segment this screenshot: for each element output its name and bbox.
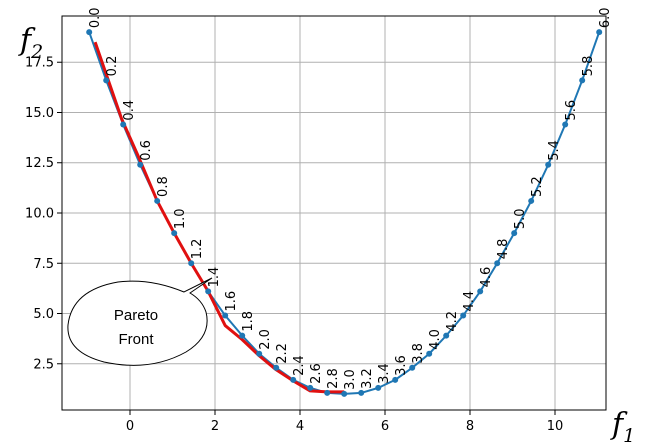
data-point-1	[103, 77, 110, 84]
data-point-21	[443, 332, 450, 339]
point-label-10: 2.0	[258, 329, 273, 350]
data-point-18	[392, 376, 399, 383]
point-label-23: 4.6	[479, 267, 494, 288]
y-tick-label-0: 2.5	[33, 357, 54, 372]
data-point-0	[86, 29, 93, 36]
data-point-29	[579, 77, 586, 84]
x-tick-label-0: 0	[126, 419, 134, 434]
y-axis-title: f2	[18, 23, 43, 63]
data-point-6	[188, 260, 195, 267]
point-label-15: 3.0	[343, 369, 358, 390]
callout: Pareto Front	[67, 277, 213, 366]
data-point-27	[545, 161, 552, 168]
data-point-9	[239, 332, 246, 339]
x-tick-label-5: 10	[547, 419, 564, 434]
point-label-17: 3.4	[377, 363, 392, 384]
point-label-0: 0.0	[88, 7, 103, 28]
y-axis-ticks: 2.5 5.0 7.5 10.0 12.5 15.0 17.5	[25, 56, 62, 372]
point-label-14: 2.8	[326, 368, 341, 389]
callout-line-2: Front	[118, 331, 154, 348]
data-point-15	[341, 390, 348, 397]
point-label-21: 4.2	[445, 311, 460, 332]
x-tick-label-2: 4	[296, 419, 304, 434]
data-point-7	[205, 288, 212, 295]
data-point-16	[358, 389, 365, 396]
callout-bubble	[67, 277, 213, 366]
point-label-8: 1.6	[224, 291, 239, 312]
point-label-13: 2.6	[309, 363, 324, 384]
data-point-11	[273, 364, 280, 371]
data-point-13	[307, 384, 314, 391]
data-point-2	[120, 121, 127, 128]
x-tick-label-4: 8	[466, 419, 474, 434]
point-label-5: 1.0	[173, 208, 188, 229]
point-label-29: 5.8	[581, 56, 596, 77]
data-point-3	[137, 161, 144, 168]
point-label-18: 3.6	[394, 355, 409, 376]
x-axis-ticks: 0 2 4 6 8 10	[126, 410, 563, 434]
point-label-6: 1.2	[190, 239, 205, 260]
data-point-23	[477, 288, 484, 295]
data-point-8	[222, 312, 229, 319]
point-label-24: 4.8	[496, 239, 511, 260]
markers	[86, 29, 603, 397]
grid	[62, 16, 606, 410]
point-label-9: 1.8	[241, 311, 256, 332]
point-label-11: 2.2	[275, 343, 290, 364]
point-label-2: 0.4	[122, 100, 137, 121]
point-label-26: 5.2	[530, 176, 545, 197]
data-point-20	[426, 350, 433, 357]
callout-line-1: Pareto	[114, 307, 158, 324]
y-tick-label-5: 15.0	[25, 106, 54, 121]
point-label-19: 3.8	[411, 343, 426, 364]
y-tick-label-3: 10.0	[25, 207, 54, 222]
point-label-25: 5.0	[513, 208, 528, 229]
point-label-27: 5.4	[547, 140, 562, 161]
pareto-front-line	[93, 41, 345, 394]
point-labels: 0.00.20.40.60.81.01.21.41.61.82.02.22.4 2…	[88, 7, 613, 390]
data-point-14	[324, 389, 331, 396]
data-point-25	[511, 230, 518, 237]
data-point-26	[528, 197, 535, 204]
point-label-22: 4.4	[462, 291, 477, 312]
point-label-20: 4.0	[428, 329, 443, 350]
point-label-28: 5.6	[564, 100, 579, 121]
x-tick-label-1: 2	[211, 419, 219, 434]
y-tick-label-4: 12.5	[25, 156, 54, 171]
data-point-22	[460, 312, 467, 319]
point-label-7: 1.4	[207, 267, 222, 288]
data-point-4	[154, 197, 161, 204]
x-axis-title: f1	[610, 407, 635, 444]
point-label-3: 0.6	[139, 140, 154, 161]
y-tick-label-1: 5.0	[33, 307, 54, 322]
data-point-5	[171, 230, 178, 237]
y-tick-label-2: 7.5	[33, 257, 54, 272]
point-label-16: 3.2	[360, 368, 375, 389]
data-point-17	[375, 384, 382, 391]
y-tick-label-6: 17.5	[25, 56, 54, 71]
data-point-19	[409, 364, 416, 371]
data-point-24	[494, 260, 501, 267]
point-label-4: 0.8	[156, 176, 171, 197]
point-label-12: 2.4	[292, 355, 307, 376]
data-point-28	[562, 121, 569, 128]
data-point-10	[256, 350, 263, 357]
point-label-1: 0.2	[105, 56, 120, 77]
data-point-30	[596, 29, 603, 36]
data-point-12	[290, 376, 297, 383]
front-polyline	[93, 41, 345, 394]
x-tick-label-3: 6	[381, 419, 389, 434]
